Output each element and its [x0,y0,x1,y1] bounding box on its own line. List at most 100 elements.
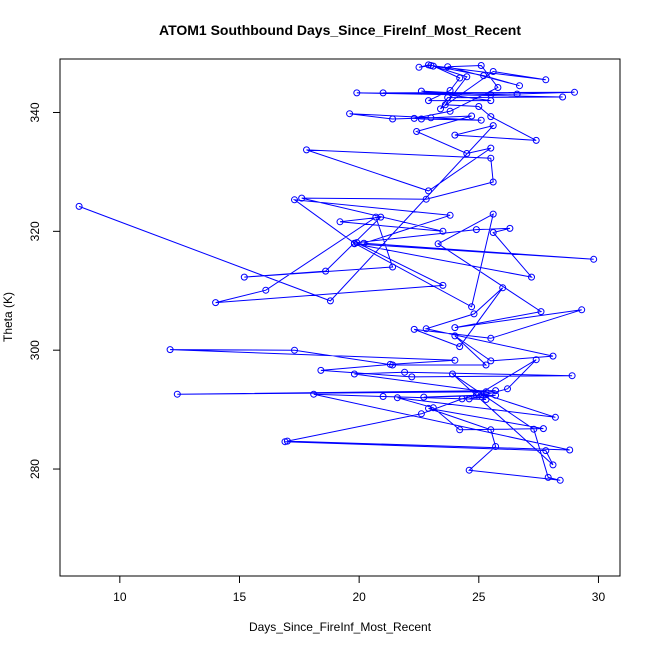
data-point [456,426,464,434]
data-point [427,114,435,122]
chart-title: ATOM1 Southbound Days_Since_FireInf_Most… [159,22,521,38]
data-point [389,115,397,123]
x-axis-label: Days_Since_FireInf_Most_Recent [249,620,432,634]
data-point [75,202,83,210]
data-point [310,390,318,398]
data-point [449,370,456,378]
data-point [441,101,449,109]
data-point [477,62,485,69]
data-point [451,332,459,340]
data-point [415,63,423,71]
data-point [372,213,380,221]
data-point [379,393,387,400]
data-point [439,227,447,235]
data-point [539,425,547,433]
data-point [458,395,466,403]
data-point [346,110,354,118]
data-point [291,346,298,354]
data-point [322,267,330,275]
data-point [487,357,495,365]
data-point [492,391,500,399]
data-point [303,146,310,154]
data-point [262,286,270,294]
data-point [482,396,490,403]
data-point [401,368,409,376]
data-point [422,195,430,203]
data-point [425,97,432,105]
data-point [578,306,586,314]
data-point [506,224,514,232]
data-point [350,239,358,247]
data-point [480,72,488,80]
y-tick-label: 340 [28,102,42,122]
x-tick-label: 10 [113,590,127,604]
data-point [470,310,478,318]
data-point [422,325,430,333]
data-point [482,388,490,396]
data-point [451,324,459,332]
data-point [444,94,452,102]
data-point [487,334,495,342]
y-tick-label: 300 [28,340,42,360]
data-point [389,263,397,271]
data-point [173,390,181,398]
data-point [166,346,174,354]
data-point [451,131,459,139]
data-point [410,325,418,333]
data-point [429,404,437,412]
data-point [504,385,511,393]
data-point [413,128,421,135]
data-point [456,74,464,82]
data-point [571,88,578,96]
data-point [549,461,557,469]
data-point [408,373,416,381]
x-tick-label: 25 [472,590,486,604]
data-point [377,213,385,221]
data-point [489,122,497,130]
data-point [425,61,432,69]
data-point [487,91,495,99]
data-point [551,413,559,421]
data-point [542,76,550,84]
y-tick-label: 280 [28,459,42,479]
x-tick-label: 20 [352,590,366,604]
data-point [456,343,464,351]
data-point [489,229,497,236]
x-axis: 10 15 20 25 30 [113,576,605,604]
data-point [350,370,358,378]
data-point [487,154,495,162]
data-point [556,476,564,484]
data-point [434,240,442,248]
series-line [78,64,594,481]
data-point [291,196,298,204]
data-point [437,105,444,113]
x-tick-label: 15 [233,590,247,604]
data-point [468,303,476,311]
data-point [489,178,497,186]
data-point [530,425,538,433]
data-point [417,410,425,418]
data-point [463,73,471,81]
data-point [516,82,523,90]
data-point [465,466,473,474]
data-point [468,112,476,120]
data-point [537,308,545,316]
data-point [420,393,428,401]
data-point [482,391,490,399]
data-point [559,93,567,101]
data-point [446,87,454,94]
data-point [393,394,401,402]
data-point [240,273,248,281]
data-point [566,446,574,454]
data-point [544,473,552,481]
data-point [482,361,490,369]
data-point [487,113,495,121]
data-point [317,366,325,374]
data-point [499,284,507,292]
data-point [532,356,540,364]
data-point [379,89,387,97]
data-point [446,107,454,115]
data-point [386,360,394,368]
data-point [451,356,459,364]
